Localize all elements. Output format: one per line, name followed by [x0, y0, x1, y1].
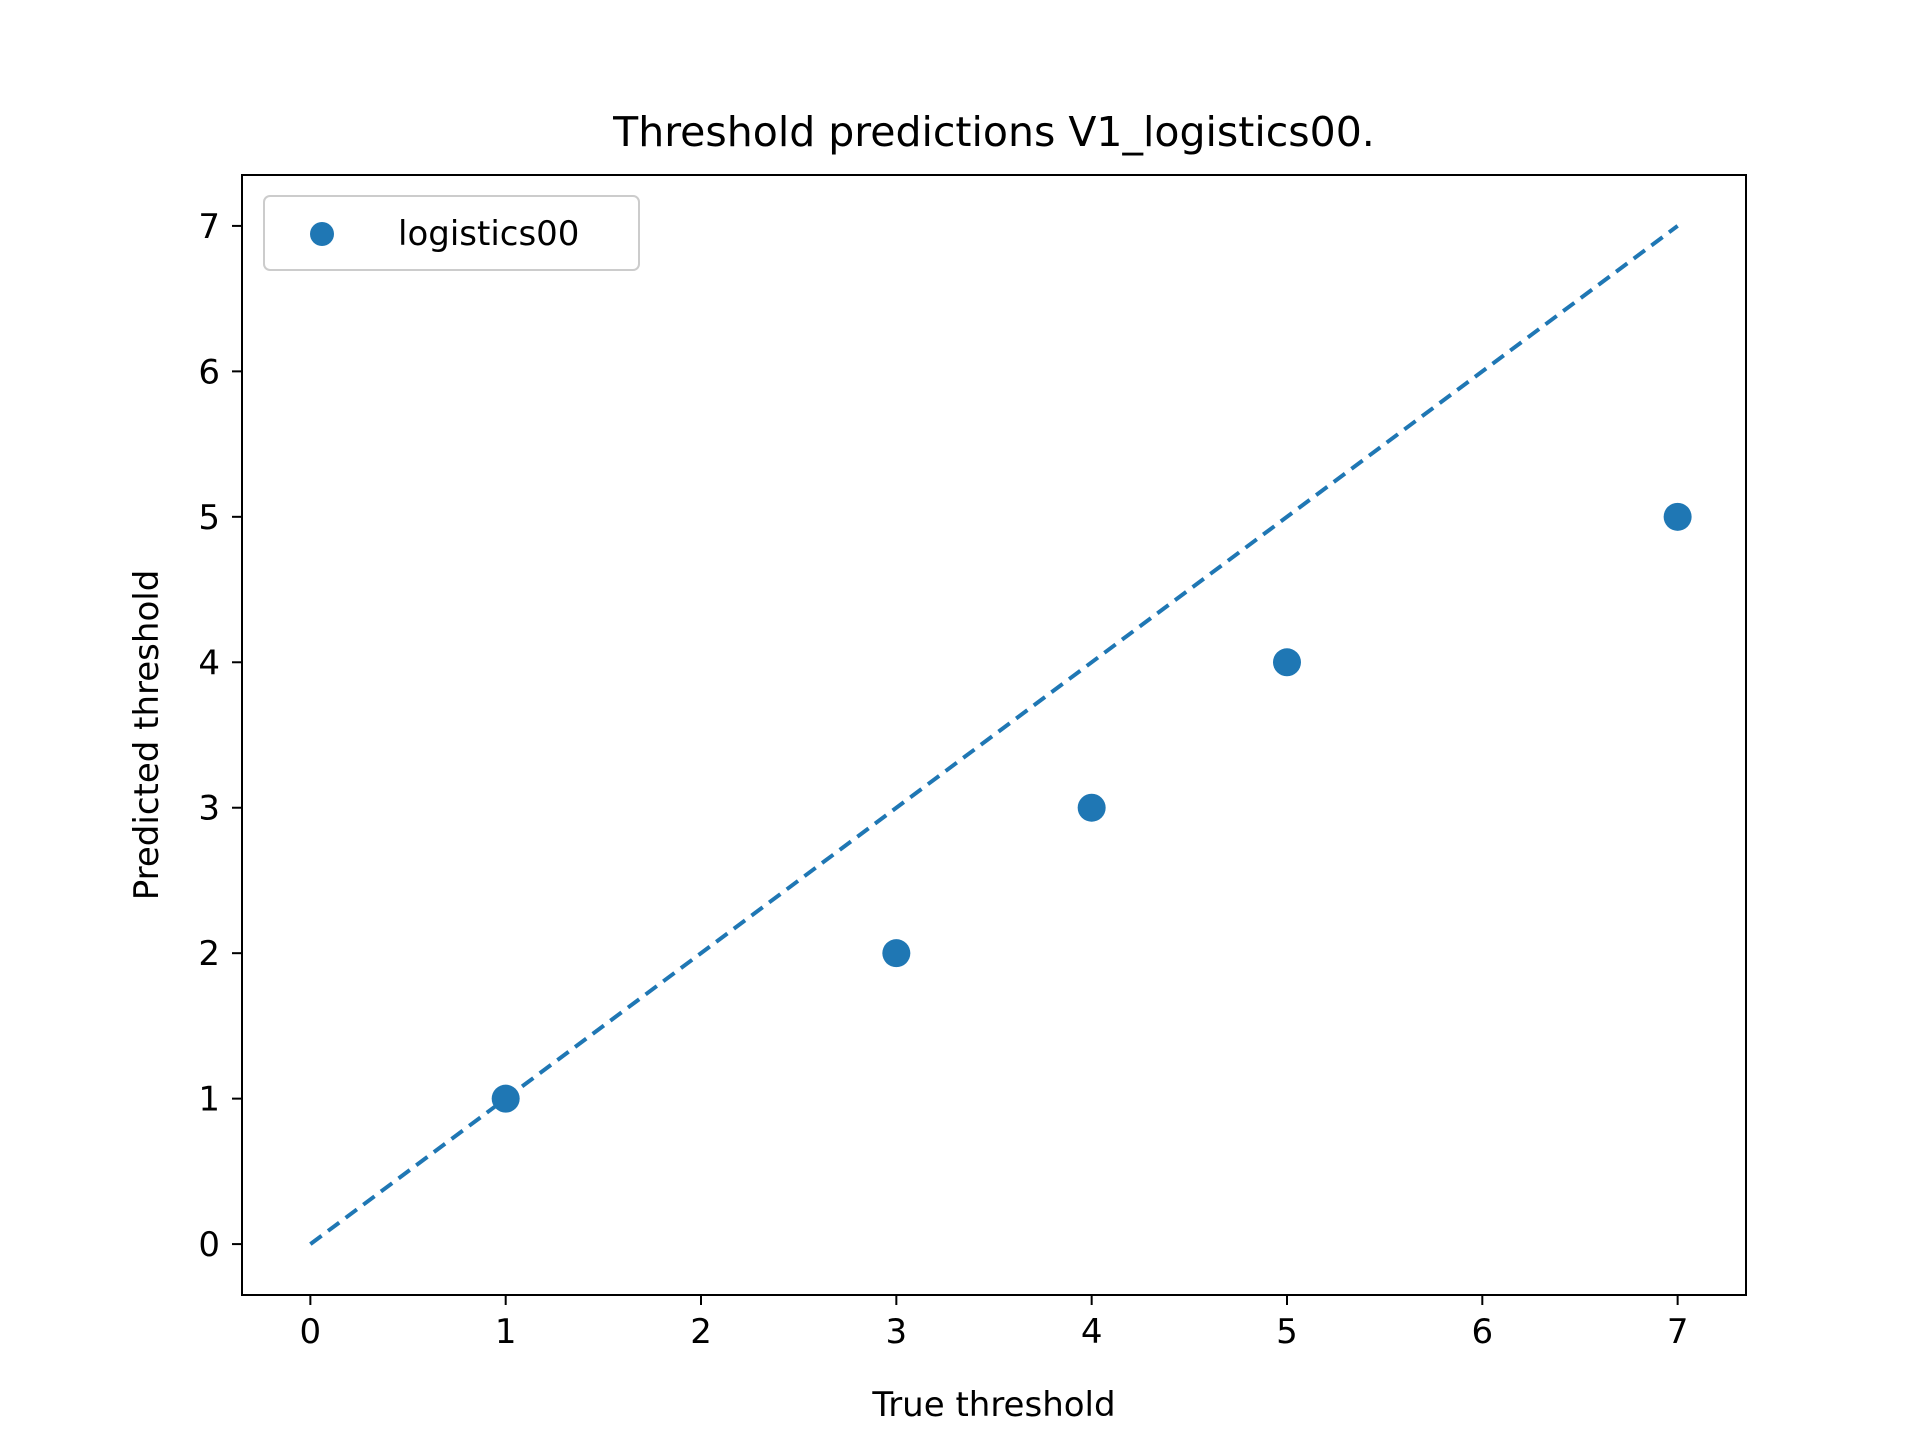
legend-marker — [310, 222, 334, 246]
legend-box — [263, 195, 640, 271]
legend: logistics00 — [263, 195, 640, 271]
data-point — [491, 1084, 520, 1113]
x-tick-label: 3 — [886, 1312, 908, 1352]
legend-label-logistics00: logistics00 — [398, 214, 579, 254]
y-tick-label: 3 — [198, 789, 220, 829]
x-tick-label: 0 — [300, 1312, 322, 1352]
scatter-points — [491, 502, 1692, 1113]
y-tick-label: 4 — [198, 643, 220, 683]
x-tick-label: 5 — [1276, 1312, 1298, 1352]
y-tick-label: 6 — [198, 352, 220, 392]
data-point — [1272, 648, 1301, 677]
data-point — [1663, 502, 1692, 531]
y-axis-ticks: 0 1 2 3 4 5 6 7 — [198, 207, 242, 1265]
y-tick-label: 1 — [198, 1080, 220, 1120]
chart-title: Threshold predictions V1_logistics00. — [612, 108, 1375, 156]
x-tick-label: 4 — [1081, 1312, 1103, 1352]
y-axis-title: Predicted threshold — [127, 570, 167, 901]
x-tick-label: 2 — [690, 1312, 712, 1352]
y-tick-label: 7 — [198, 207, 220, 247]
y-tick-label: 5 — [198, 498, 220, 538]
x-tick-label: 1 — [495, 1312, 517, 1352]
data-point — [1077, 793, 1106, 822]
reference-line-layer — [309, 224, 1679, 1246]
data-point — [882, 939, 911, 968]
y-tick-label: 2 — [198, 934, 220, 974]
x-tick-label: 6 — [1471, 1312, 1493, 1352]
x-tick-label: 7 — [1667, 1312, 1689, 1352]
x-axis-title: True threshold — [871, 1385, 1115, 1425]
plot-frame — [241, 174, 1747, 1296]
y-tick-label: 0 — [198, 1225, 220, 1265]
x-axis-ticks: 0 1 2 3 4 5 6 7 — [300, 1295, 1689, 1352]
reference-line — [309, 224, 1679, 1246]
